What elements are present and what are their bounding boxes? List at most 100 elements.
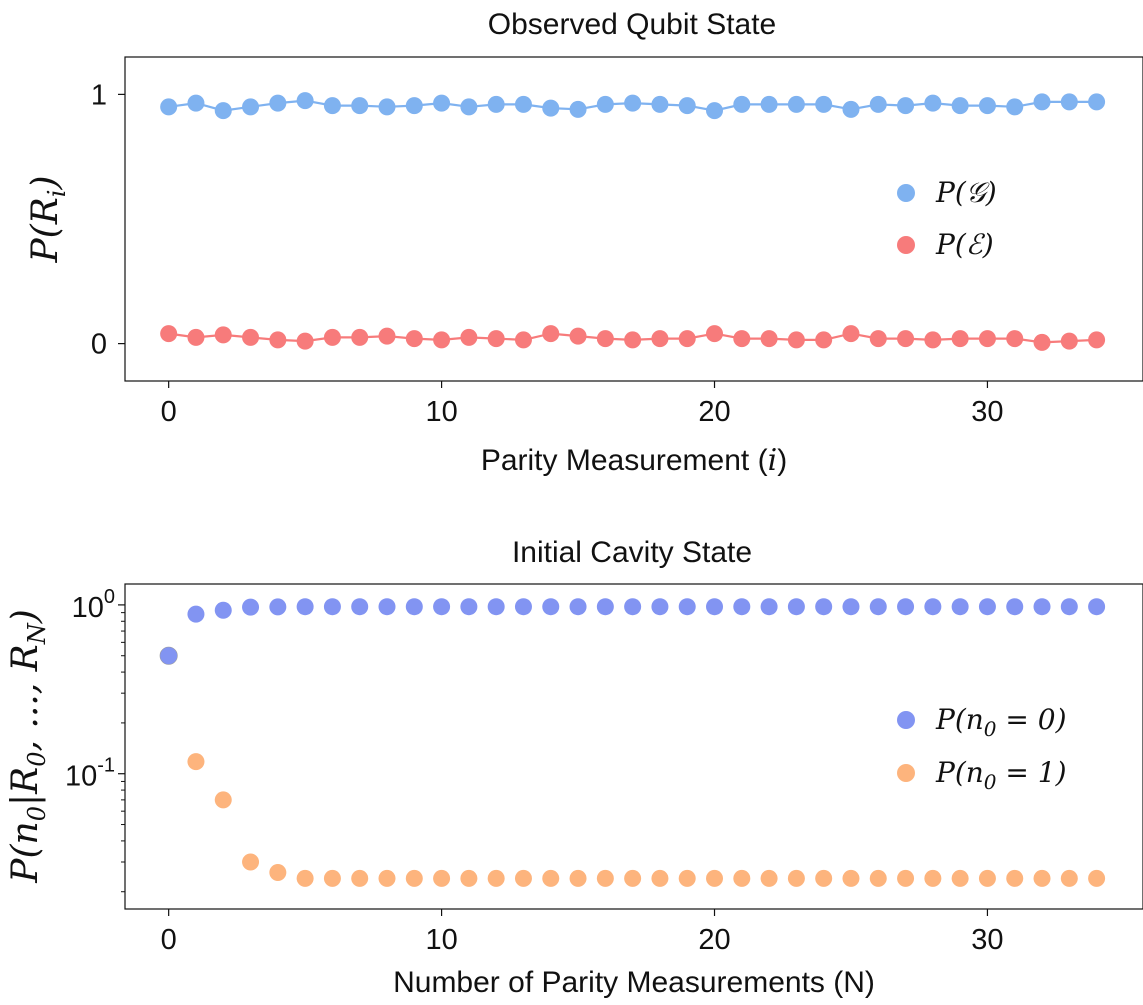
data-point bbox=[187, 328, 205, 346]
data-point bbox=[951, 869, 969, 887]
data-point bbox=[542, 325, 560, 343]
y-tick-label: 1 bbox=[91, 79, 107, 111]
x-axis-label-var: i bbox=[768, 443, 778, 478]
data-point bbox=[460, 328, 478, 346]
data-point bbox=[951, 598, 969, 616]
chart-bottom: Initial Cavity State 0 10 20 30 100 10-1 Num… bbox=[5, 536, 1143, 999]
data-point bbox=[733, 330, 751, 348]
legend-marker-e bbox=[897, 236, 915, 254]
y-tick-label: 10-1 bbox=[65, 755, 115, 793]
data-point bbox=[1006, 598, 1024, 616]
data-point bbox=[242, 98, 260, 116]
data-point bbox=[869, 598, 887, 616]
data-point bbox=[351, 869, 369, 887]
legend-label-n0-0: P(n0 = 0) bbox=[935, 703, 1067, 741]
y-axis-label: P(Ri) bbox=[25, 175, 71, 263]
data-point bbox=[296, 332, 314, 350]
data-point bbox=[460, 869, 478, 887]
data-point bbox=[651, 330, 669, 348]
data-point bbox=[706, 869, 724, 887]
x-tick-label: 30 bbox=[971, 396, 1003, 428]
data-point bbox=[924, 331, 942, 349]
data-point bbox=[624, 598, 642, 616]
chart-top: Observed Qubit State 0 10 20 30 01 Parity M… bbox=[25, 8, 1143, 478]
data-point bbox=[951, 330, 969, 348]
data-point bbox=[487, 598, 505, 616]
data-point bbox=[1033, 869, 1051, 887]
data-point bbox=[678, 869, 696, 887]
data-point bbox=[651, 95, 669, 113]
data-point bbox=[596, 330, 614, 348]
data-point bbox=[405, 598, 423, 616]
data-point bbox=[596, 95, 614, 113]
data-point bbox=[596, 869, 614, 887]
legend-label-e: P(ℰ) bbox=[935, 228, 994, 261]
data-point bbox=[1060, 598, 1078, 616]
x-axis-label-close: ) bbox=[777, 444, 787, 477]
data-point bbox=[951, 97, 969, 115]
data-point bbox=[787, 331, 805, 349]
data-point bbox=[214, 601, 232, 619]
data-point bbox=[1033, 333, 1051, 351]
data-point bbox=[542, 598, 560, 616]
plot-frame bbox=[124, 56, 1143, 382]
data-point bbox=[842, 325, 860, 343]
x-axis: 0 10 20 30 bbox=[161, 381, 1004, 428]
data-point bbox=[187, 605, 205, 623]
data-point bbox=[242, 853, 260, 871]
data-point bbox=[1006, 330, 1024, 348]
data-point bbox=[1088, 869, 1106, 887]
data-point bbox=[296, 598, 314, 616]
data-point bbox=[351, 328, 369, 346]
data-point bbox=[897, 598, 915, 616]
data-point bbox=[433, 598, 451, 616]
data-point bbox=[706, 598, 724, 616]
data-point bbox=[433, 331, 451, 349]
data-point bbox=[569, 869, 587, 887]
data-point bbox=[323, 97, 341, 115]
data-point bbox=[323, 598, 341, 616]
data-point bbox=[160, 325, 178, 343]
data-point bbox=[569, 598, 587, 616]
data-point bbox=[787, 869, 805, 887]
data-point bbox=[351, 97, 369, 115]
data-point bbox=[569, 327, 587, 345]
x-axis-label: Number of Parity Measurements (N) bbox=[393, 966, 875, 999]
data-point bbox=[760, 869, 778, 887]
data-point bbox=[242, 328, 260, 346]
data-point bbox=[706, 102, 724, 120]
data-point bbox=[460, 98, 478, 116]
data-point bbox=[869, 95, 887, 113]
data-point bbox=[678, 598, 696, 616]
legend-marker-n0-0 bbox=[897, 711, 915, 729]
data-point bbox=[542, 99, 560, 117]
data-point bbox=[296, 92, 314, 110]
data-point bbox=[1006, 98, 1024, 116]
data-point bbox=[733, 95, 751, 113]
data-point bbox=[1060, 93, 1078, 111]
data-point bbox=[678, 330, 696, 348]
data-point bbox=[514, 95, 532, 113]
data-point bbox=[897, 330, 915, 348]
data-point bbox=[187, 753, 205, 771]
data-point bbox=[733, 598, 751, 616]
data-point bbox=[842, 100, 860, 118]
data-point bbox=[651, 598, 669, 616]
data-point bbox=[624, 94, 642, 112]
y-axis-label-text: P(R bbox=[25, 197, 66, 263]
legend-marker-g bbox=[897, 184, 915, 202]
data-point bbox=[624, 331, 642, 349]
data-point bbox=[569, 100, 587, 118]
y-axis-label: P(n0|R0, ..., RN) bbox=[5, 609, 51, 884]
y-tick-label: 100 bbox=[72, 586, 115, 624]
chart-title: Initial Cavity State bbox=[512, 536, 752, 569]
data-point bbox=[815, 331, 833, 349]
data-point bbox=[1088, 93, 1106, 111]
y-axis-label-close: ) bbox=[25, 175, 66, 190]
data-point bbox=[514, 331, 532, 349]
data-point bbox=[787, 95, 805, 113]
data-point bbox=[978, 598, 996, 616]
data-point bbox=[733, 869, 751, 887]
data-point bbox=[760, 330, 778, 348]
